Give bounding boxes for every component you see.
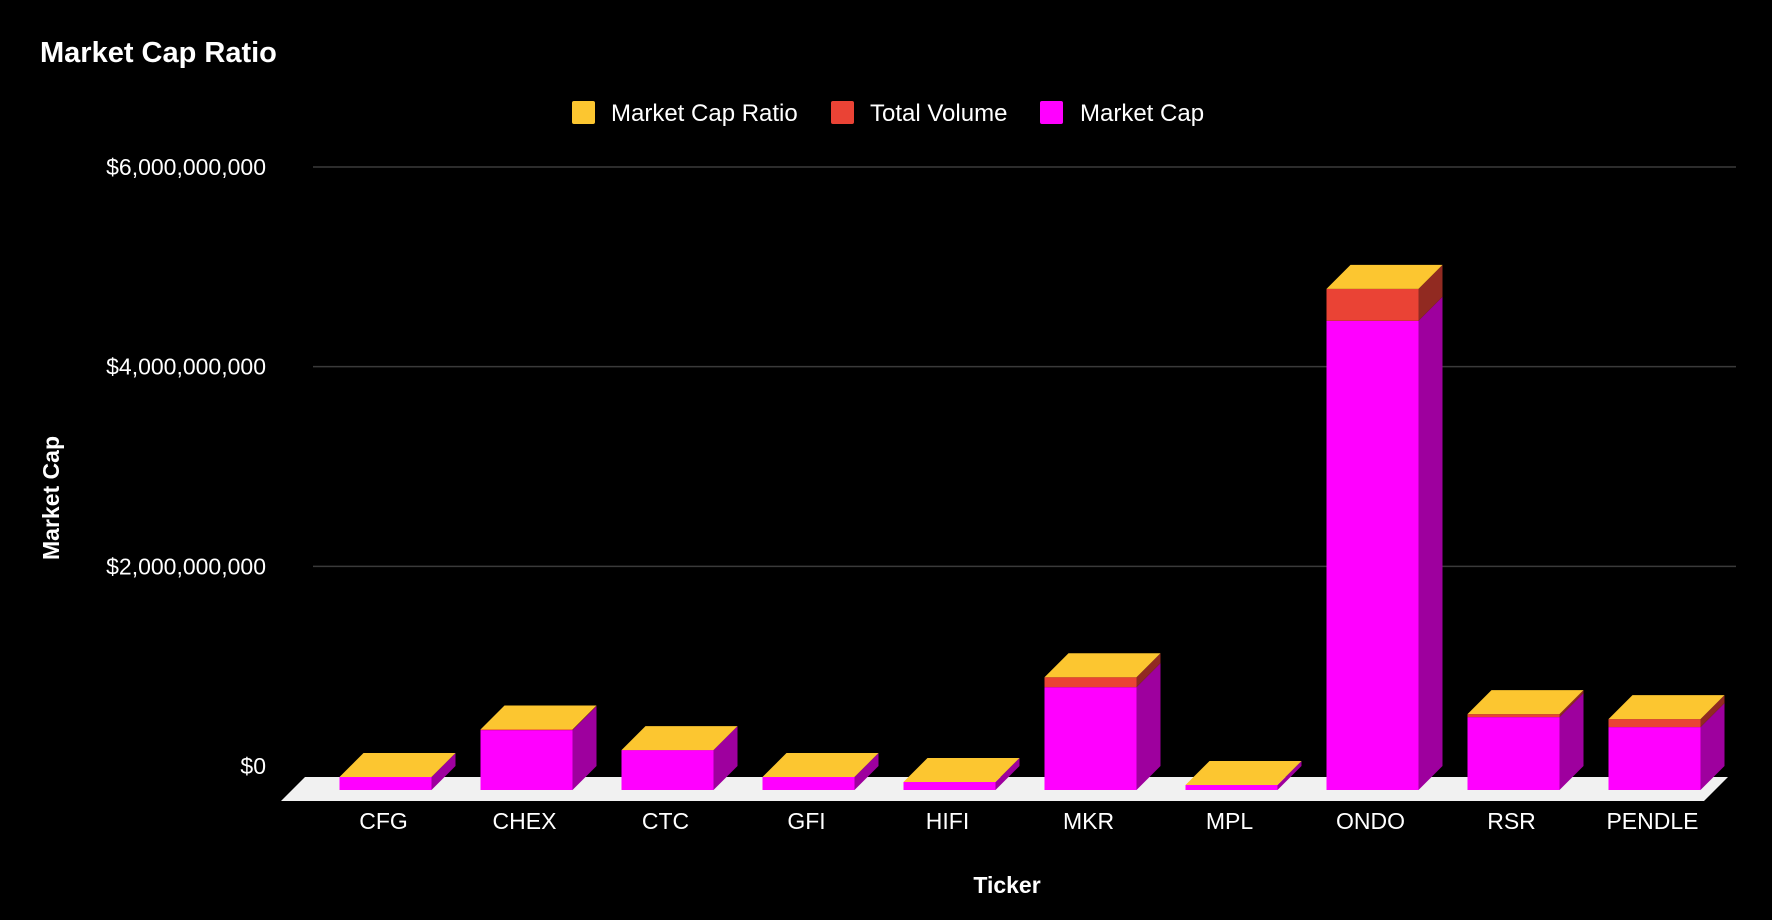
bar-market-cap-ratio[interactable] xyxy=(762,753,879,778)
y-axis-title: Market Cap xyxy=(38,436,64,560)
bar-market-cap[interactable] xyxy=(480,730,573,790)
x-tick-label: MPL xyxy=(1206,808,1254,834)
bar-market-cap[interactable] xyxy=(1185,785,1278,790)
bar-market-cap[interactable] xyxy=(903,782,996,790)
bar-side-market-cap xyxy=(1559,693,1584,790)
x-tick-label: HIFI xyxy=(926,808,969,834)
legend-label-total-volume: Total Volume xyxy=(870,100,1007,127)
legend-swatch-market-cap-ratio xyxy=(572,101,595,124)
legend-item-market-cap[interactable]: Market Cap xyxy=(1040,100,1204,127)
bar-group-ctc[interactable] xyxy=(621,726,738,790)
bar-market-cap-ratio[interactable] xyxy=(339,753,456,778)
bar-side-total-volume xyxy=(1136,653,1161,688)
y-tick-label: $4,000,000,000 xyxy=(106,354,266,380)
chart-title: Market Cap Ratio xyxy=(40,37,277,69)
legend-item-market-cap-ratio[interactable]: Market Cap Ratio xyxy=(572,100,798,127)
bar-market-cap-ratio[interactable] xyxy=(1608,695,1725,720)
legend-swatch-market-cap xyxy=(1040,101,1063,124)
bar-market-cap-ratio[interactable] xyxy=(1044,653,1161,678)
y-tick-label: $2,000,000,000 xyxy=(106,553,266,579)
legend-swatch-total-volume xyxy=(831,101,854,124)
bar-side-market-cap xyxy=(1136,663,1161,790)
x-tick-label: CTC xyxy=(642,808,689,834)
gridlines xyxy=(313,166,1736,568)
bar-group-pendle[interactable] xyxy=(1608,695,1725,790)
bar-side-market-cap xyxy=(572,706,597,790)
bar-group-gfi[interactable] xyxy=(762,753,879,790)
bar-side-market-cap xyxy=(995,758,1020,790)
bar-market-cap[interactable] xyxy=(1608,727,1701,790)
bar-side-market-cap xyxy=(713,726,738,790)
bar-group-cfg[interactable] xyxy=(339,753,456,790)
bar-market-cap[interactable] xyxy=(1044,687,1137,790)
x-axis-tick-labels: CFG CHEX CTC GFI HIFI MKR MPL ONDO RSR PENDLE xyxy=(359,808,1698,834)
bar-market-cap-ratio[interactable] xyxy=(1326,264,1443,289)
bar-side-total-volume xyxy=(1559,690,1584,718)
bar-total-volume[interactable] xyxy=(1326,288,1419,321)
bar-group-rsr[interactable] xyxy=(1467,690,1584,790)
bar-total-volume[interactable] xyxy=(480,729,573,731)
y-tick-label: $0 xyxy=(240,753,266,779)
x-tick-label: CHEX xyxy=(493,808,557,834)
bar-group-hifi[interactable] xyxy=(903,758,1020,790)
x-tick-label: GFI xyxy=(787,808,825,834)
bar-market-cap[interactable] xyxy=(1326,320,1419,790)
bar-side-market-cap xyxy=(431,753,456,790)
bar-group-chex[interactable] xyxy=(480,705,597,790)
legend-item-total-volume[interactable]: Total Volume xyxy=(831,100,1007,127)
bar-total-volume[interactable] xyxy=(1467,714,1560,718)
bar-market-cap[interactable] xyxy=(1467,717,1560,790)
legend-label-market-cap: Market Cap xyxy=(1080,100,1204,127)
bar-total-volume[interactable] xyxy=(1608,719,1701,728)
x-tick-label: PENDLE xyxy=(1606,808,1698,834)
bar-market-cap[interactable] xyxy=(762,777,855,790)
legend: Market Cap Ratio Total Volume Market Cap xyxy=(572,100,1204,127)
bar-side-market-cap xyxy=(1277,761,1302,790)
bar-side-total-volume xyxy=(1700,695,1725,728)
bar-market-cap-ratio[interactable] xyxy=(480,705,597,730)
bar-market-cap[interactable] xyxy=(621,750,714,790)
bars xyxy=(339,264,1725,790)
bar-side-market-cap xyxy=(854,753,879,790)
bar-group-mpl[interactable] xyxy=(1185,761,1302,790)
x-tick-label: CFG xyxy=(359,808,408,834)
y-tick-label: $6,000,000,000 xyxy=(106,154,266,180)
bar-market-cap-ratio[interactable] xyxy=(1185,761,1302,786)
bar-market-cap[interactable] xyxy=(339,777,432,790)
bar-side-market-cap xyxy=(1418,296,1443,790)
bar-group-mkr[interactable] xyxy=(1044,653,1161,790)
bar-market-cap-ratio[interactable] xyxy=(621,726,738,751)
x-axis-title: Ticker xyxy=(973,872,1040,898)
x-tick-label: RSR xyxy=(1487,808,1536,834)
legend-label-market-cap-ratio: Market Cap Ratio xyxy=(611,100,798,127)
bar-total-volume[interactable] xyxy=(1044,677,1137,688)
bar-side-market-cap xyxy=(1700,703,1725,790)
x-tick-label: ONDO xyxy=(1336,808,1405,834)
x-tick-label: MKR xyxy=(1063,808,1114,834)
bar-side-total-volume xyxy=(1418,264,1443,321)
bar-market-cap-ratio[interactable] xyxy=(903,758,1020,783)
bar-market-cap-ratio[interactable] xyxy=(1467,690,1584,715)
bar-group-ondo[interactable] xyxy=(1326,264,1443,790)
bar-side-total-volume xyxy=(572,705,597,731)
y-axis-tick-labels: $0 $2,000,000,000 $4,000,000,000 $6,000,000… xyxy=(106,154,266,779)
